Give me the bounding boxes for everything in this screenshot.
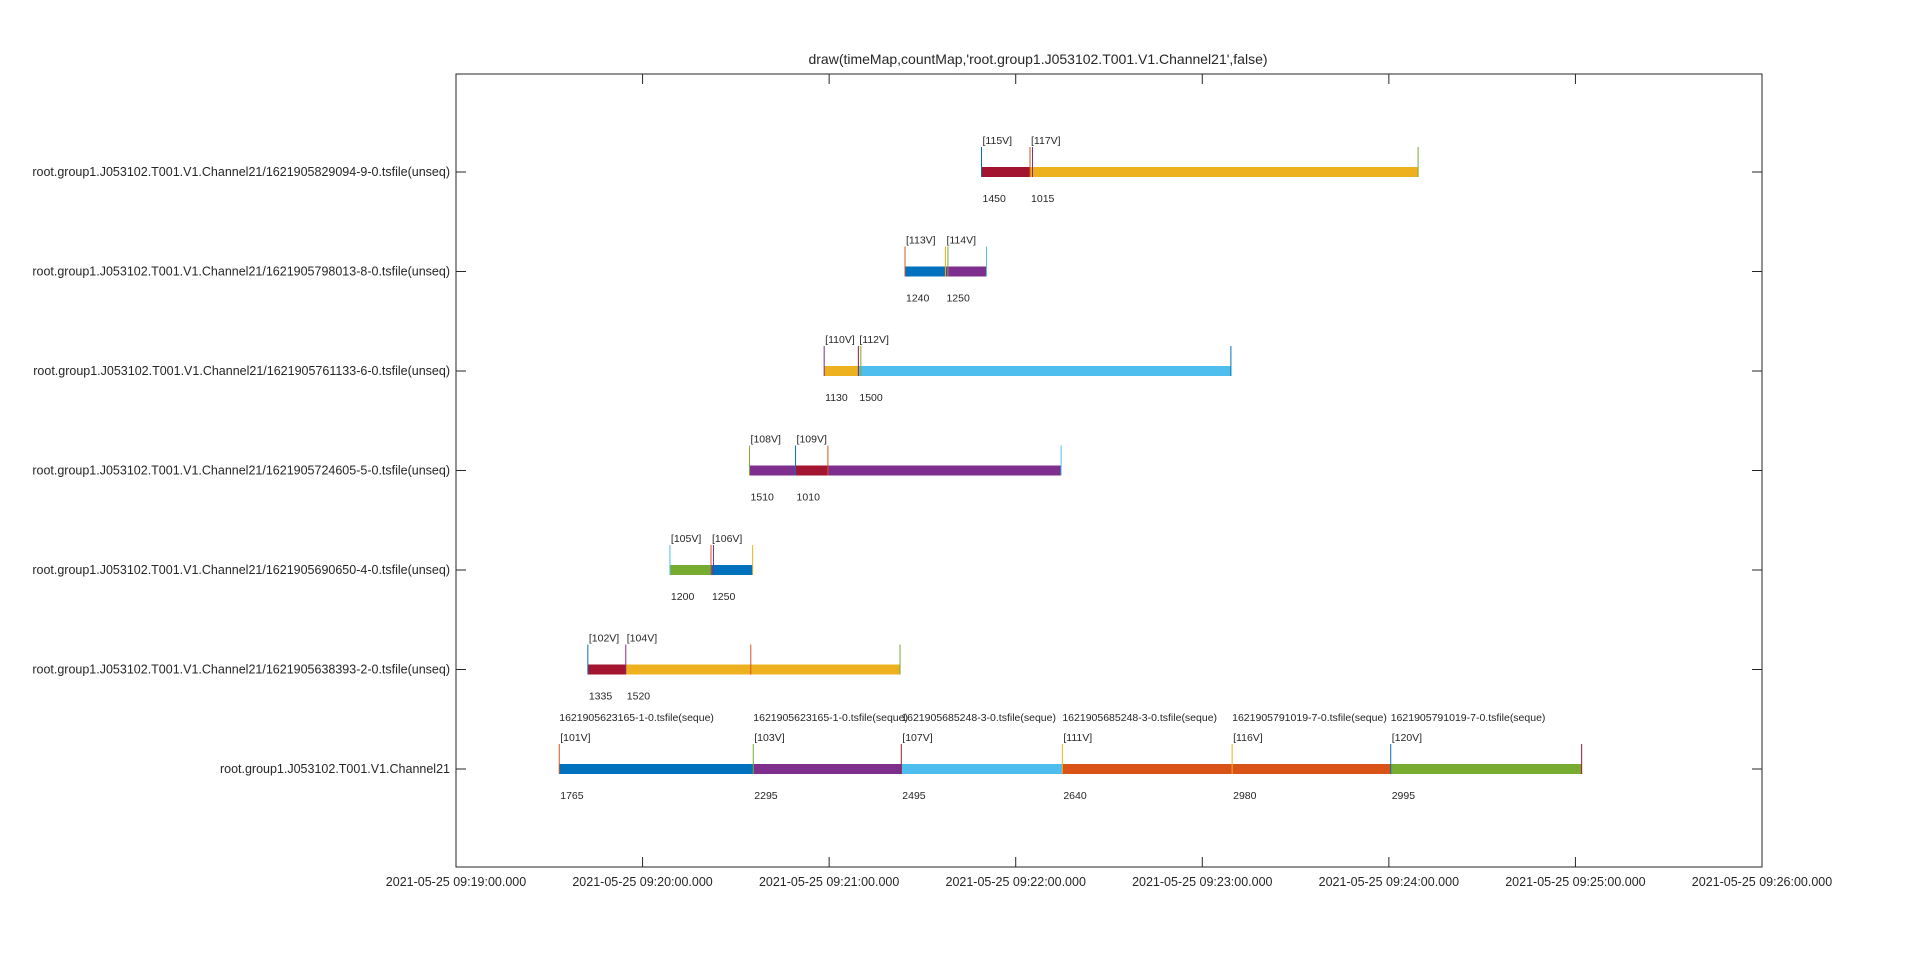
timeline-segment-bar bbox=[587, 664, 626, 675]
y-tick-label: root.group1.J053102.T001.V1.Channel21/16… bbox=[32, 563, 450, 577]
segment-count-label: 1250 bbox=[712, 591, 736, 603]
segment-version-label: [108V] bbox=[751, 434, 781, 446]
segment-version-label: [115V] bbox=[983, 135, 1013, 147]
segment-version-label: [113V] bbox=[906, 235, 936, 247]
timeline-segment-bar bbox=[559, 764, 754, 774]
segment-count-label: 1200 bbox=[671, 591, 695, 603]
timeline-segment-bar bbox=[795, 465, 828, 476]
x-axis-tick-labels: 2021-05-25 09:19:00.000 2021-05-25 09:20:… bbox=[386, 875, 1832, 889]
segment-version-label: [107V] bbox=[902, 732, 932, 744]
timeline-segment-bar bbox=[901, 764, 1063, 774]
x-tick-label: 2021-05-25 09:24:00.000 bbox=[1319, 875, 1459, 889]
timeline-segment-bar bbox=[753, 764, 902, 774]
timeline-segment-bar bbox=[710, 565, 753, 575]
segment-file-label: 1621905685248-3-0.tsfile(seque) bbox=[901, 712, 1056, 724]
segment-count-label: 1450 bbox=[983, 193, 1007, 205]
segment-version-label: [110V] bbox=[825, 334, 855, 346]
segment-count-label: 1500 bbox=[859, 392, 883, 404]
x-tick-label: 2021-05-25 09:25:00.000 bbox=[1505, 875, 1645, 889]
timeline-row: root.group1.J053102.T001.V1.Channel21/16… bbox=[32, 533, 1762, 603]
segment-version-label: [101V] bbox=[560, 732, 590, 744]
segment-count-label: 2995 bbox=[1392, 790, 1416, 802]
y-tick-label: root.group1.J053102.T001.V1.Channel21/16… bbox=[32, 265, 450, 279]
segment-version-label: [114V] bbox=[946, 235, 976, 247]
timeline-segment-bar bbox=[1390, 764, 1582, 774]
segment-version-label: [109V] bbox=[797, 434, 827, 446]
segment-count-label: 1250 bbox=[946, 293, 970, 305]
x-tick-label: 2021-05-25 09:20:00.000 bbox=[572, 875, 712, 889]
segment-count-label: 1510 bbox=[751, 492, 775, 504]
timeline-row: root.group1.J053102.T001.V1.Channel21/16… bbox=[32, 135, 1762, 205]
timeline-segment-bar bbox=[824, 366, 859, 376]
segment-version-label: [103V] bbox=[754, 732, 784, 744]
y-tick-label: root.group1.J053102.T001.V1.Channel21/16… bbox=[32, 464, 450, 478]
axis-ticks bbox=[642, 74, 1576, 867]
segment-file-label: 1621905623165-1-0.tsfile(seque) bbox=[559, 712, 714, 724]
segment-version-label: [106V] bbox=[712, 533, 742, 545]
timeline-row: root.group1.J053102.T001.V1.Channel21/16… bbox=[32, 633, 1762, 703]
timeline-segment-bar bbox=[1232, 764, 1391, 774]
y-tick-label: root.group1.J053102.T001.V1.Channel21/16… bbox=[32, 165, 450, 179]
segment-file-label: 1621905791019-7-0.tsfile(seque) bbox=[1232, 712, 1387, 724]
x-tick-label: 2021-05-25 09:21:00.000 bbox=[759, 875, 899, 889]
x-tick-label: 2021-05-25 09:26:00.000 bbox=[1692, 875, 1832, 889]
segment-version-label: [104V] bbox=[627, 633, 657, 645]
segment-version-label: [102V] bbox=[589, 633, 619, 645]
chart-title: draw(timeMap,countMap,'root.group1.J0531… bbox=[808, 51, 1267, 67]
segment-version-label: [105V] bbox=[671, 533, 701, 545]
segment-file-label: 1621905623165-1-0.tsfile(seque) bbox=[753, 712, 908, 724]
segment-count-label: 1130 bbox=[825, 392, 848, 404]
timeline-row: root.group1.J053102.T001.V1.Channel21/16… bbox=[33, 334, 1762, 404]
y-tick-label: root.group1.J053102.T001.V1.Channel21/16… bbox=[32, 663, 450, 677]
x-tick-label: 2021-05-25 09:22:00.000 bbox=[946, 875, 1086, 889]
segment-count-label: 2980 bbox=[1233, 790, 1257, 802]
timeline-segment-bar bbox=[858, 366, 1231, 376]
segment-version-label: [117V] bbox=[1031, 135, 1061, 147]
timeline-segment-bar bbox=[945, 266, 987, 277]
timeline-row: root.group1.J053102.T001.V1.Channel21 [10… bbox=[220, 712, 1762, 802]
segment-count-label: 1520 bbox=[627, 691, 651, 703]
segment-count-label: 1015 bbox=[1031, 193, 1055, 205]
segment-count-label: 2640 bbox=[1063, 790, 1087, 802]
timeline-segment-bar bbox=[749, 465, 796, 476]
timeline-segment-bar bbox=[905, 266, 946, 277]
x-tick-label: 2021-05-25 09:23:00.000 bbox=[1132, 875, 1272, 889]
y-tick-label: root.group1.J053102.T001.V1.Channel21 bbox=[220, 762, 450, 776]
timeline-segment-bar bbox=[669, 565, 711, 575]
segment-count-label: 2295 bbox=[754, 790, 778, 802]
segment-count-label: 1765 bbox=[560, 790, 584, 802]
timeline-segment-bar bbox=[827, 465, 1062, 476]
timeline-segment-bar bbox=[1062, 764, 1233, 774]
segment-version-label: [112V] bbox=[859, 334, 889, 346]
timeline-row: root.group1.J053102.T001.V1.Channel21/16… bbox=[32, 434, 1762, 504]
segment-version-label: [120V] bbox=[1392, 732, 1422, 744]
timeline-segment-bar bbox=[981, 167, 1031, 177]
segment-version-label: [111V] bbox=[1063, 732, 1092, 744]
x-tick-label: 2021-05-25 09:19:00.000 bbox=[386, 875, 526, 889]
segment-count-label: 1335 bbox=[589, 691, 613, 703]
timeline-segment-bar bbox=[625, 664, 901, 675]
segment-version-label: [116V] bbox=[1233, 732, 1263, 744]
segment-file-label: 1621905791019-7-0.tsfile(seque) bbox=[1391, 712, 1546, 724]
timeline-segment-bar bbox=[1030, 167, 1419, 177]
segment-count-label: 2495 bbox=[902, 790, 926, 802]
segment-count-label: 1010 bbox=[797, 492, 821, 504]
segment-count-label: 1240 bbox=[906, 293, 930, 305]
timeline-rows: root.group1.J053102.T001.V1.Channel21/16… bbox=[32, 135, 1762, 802]
y-tick-label: root.group1.J053102.T001.V1.Channel21/16… bbox=[33, 364, 450, 378]
timeline-row: root.group1.J053102.T001.V1.Channel21/16… bbox=[32, 235, 1762, 305]
segment-file-label: 1621905685248-3-0.tsfile(seque) bbox=[1062, 712, 1217, 724]
